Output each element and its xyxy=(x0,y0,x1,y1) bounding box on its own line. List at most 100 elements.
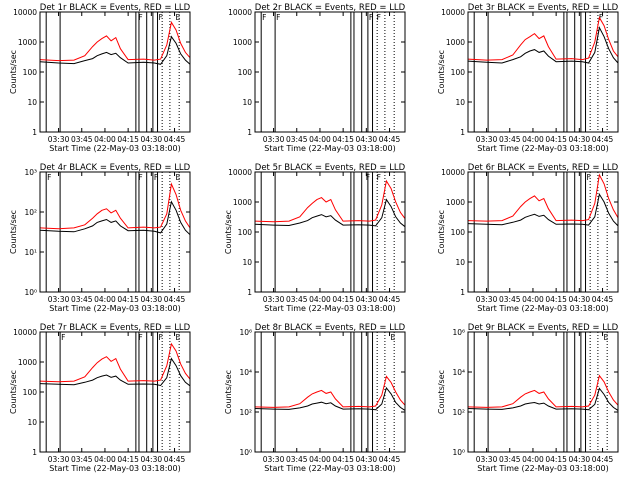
plot-title: Det 8r BLACK = Events, RED = LLD xyxy=(255,323,406,333)
x-tick-label: 04:30 xyxy=(356,135,378,144)
x-tick-label: 04:00 xyxy=(94,295,116,304)
flag-label: E xyxy=(391,333,396,342)
x-tick-label: 04:45 xyxy=(592,135,614,144)
x-axis-label: Start Time (22-May-03 03:18:00) xyxy=(477,304,608,313)
flag-label: E xyxy=(176,173,181,182)
x-tick-label: 03:45 xyxy=(71,135,93,144)
y-axis-label: Counts/sec xyxy=(9,50,18,94)
x-tick-label: 03:30 xyxy=(476,135,498,144)
x-tick-label: 03:45 xyxy=(286,135,308,144)
x-tick-label: 03:30 xyxy=(263,455,285,464)
y-tick-label: 100 xyxy=(23,388,38,397)
x-axis-label: Start Time (22-May-03 03:18:00) xyxy=(264,144,395,153)
y-tick-label: 10¹ xyxy=(24,248,37,257)
y-tick-label: 10 xyxy=(242,258,252,267)
x-axis-label: Start Time (22-May-03 03:18:00) xyxy=(477,144,608,153)
x-tick-label: 03:30 xyxy=(476,455,498,464)
x-tick-label: 03:45 xyxy=(286,295,308,304)
y-tick-label: 1 xyxy=(32,448,37,457)
x-tick-label: 03:45 xyxy=(499,295,521,304)
x-tick-label: 04:00 xyxy=(94,135,116,144)
y-tick-label: 100 xyxy=(23,68,38,77)
x-tick-label: 04:15 xyxy=(332,135,354,144)
flag-label: F xyxy=(377,173,381,182)
flag-label: F xyxy=(366,173,370,182)
x-tick-label: 04:45 xyxy=(164,455,186,464)
series-line xyxy=(39,35,191,65)
x-tick-label: 04:15 xyxy=(332,455,354,464)
x-tick-label: 04:00 xyxy=(522,135,544,144)
flag-label: F xyxy=(276,13,280,22)
y-tick-label: 1 xyxy=(32,128,37,137)
x-tick-label: 03:45 xyxy=(71,295,93,304)
y-tick-label: 10 xyxy=(455,258,465,267)
y-tick-label: 1 xyxy=(247,288,252,297)
x-tick-label: 04:00 xyxy=(522,455,544,464)
y-tick-label: 1000 xyxy=(233,198,252,207)
flag-label: F xyxy=(377,13,381,22)
plot-title: Det 3r BLACK = Events, RED = LLD xyxy=(468,3,619,13)
flag-label: E xyxy=(176,13,181,22)
y-tick-label: 10² xyxy=(24,208,37,217)
flag-label: F xyxy=(61,333,65,342)
x-tick-label: 03:30 xyxy=(263,295,285,304)
x-tick-label: 03:30 xyxy=(48,455,70,464)
series-line xyxy=(467,192,619,227)
y-tick-label: 10⁴ xyxy=(452,368,465,377)
flag-label: F xyxy=(47,173,51,182)
panel-6: F 1 10 100 1000 10000 03:30 03:45 04:00 04:15 04:3… xyxy=(437,163,619,313)
x-tick-label: 04:30 xyxy=(356,455,378,464)
x-tick-label: 03:30 xyxy=(476,295,498,304)
series-line xyxy=(254,386,406,411)
x-tick-label: 03:30 xyxy=(263,135,285,144)
y-tick-label: 10000 xyxy=(441,168,465,177)
x-tick-label: 04:00 xyxy=(309,455,331,464)
plot-frame xyxy=(254,331,406,453)
flag-label: F xyxy=(159,13,163,22)
y-tick-label: 10⁴ xyxy=(239,368,252,377)
x-tick-label: 04:30 xyxy=(569,295,591,304)
y-axis-label: Counts/sec xyxy=(9,370,18,414)
series-line xyxy=(39,342,191,383)
y-axis-label: Counts/sec xyxy=(437,370,446,414)
flag-label: F xyxy=(138,13,142,22)
flag-label: F xyxy=(262,13,266,22)
x-tick-label: 04:30 xyxy=(141,135,163,144)
x-tick-label: 03:30 xyxy=(48,295,70,304)
x-axis-label: Start Time (22-May-03 03:18:00) xyxy=(264,304,395,313)
plot-title: Det 6r BLACK = Events, RED = LLD xyxy=(468,163,619,173)
x-tick-label: 04:00 xyxy=(522,295,544,304)
x-tick-label: 04:45 xyxy=(164,295,186,304)
x-tick-label: 04:15 xyxy=(117,295,139,304)
flag-label: F xyxy=(159,333,163,342)
y-axis-label: Counts/sec xyxy=(437,210,446,254)
x-tick-label: 03:45 xyxy=(499,135,521,144)
flag-label: F xyxy=(587,173,591,182)
plot-title: Det 9r BLACK = Events, RED = LLD xyxy=(468,323,619,333)
y-tick-label: 10 xyxy=(455,98,465,107)
flag-label: E xyxy=(176,333,181,342)
flag-label: E xyxy=(604,333,609,342)
plot-title: Det 5r BLACK = Events, RED = LLD xyxy=(255,163,406,173)
x-tick-label: 04:45 xyxy=(592,295,614,304)
series-line xyxy=(467,16,619,61)
x-tick-label: 04:30 xyxy=(141,295,163,304)
y-tick-label: 100 xyxy=(451,228,466,237)
x-tick-label: 04:30 xyxy=(569,455,591,464)
y-tick-label: 10000 xyxy=(228,8,252,17)
y-tick-label: 10000 xyxy=(13,8,37,17)
y-tick-label: 1 xyxy=(460,288,465,297)
y-tick-label: 1000 xyxy=(18,358,37,367)
y-tick-label: 10⁰ xyxy=(24,288,37,297)
y-tick-label: 10 xyxy=(242,98,252,107)
plot-frame xyxy=(467,331,619,453)
series-line xyxy=(39,200,191,236)
panel-8: E 10⁰ 10² 10⁴ 10⁶ 03:30 03:45 04:00 04:15 04:30 04… xyxy=(224,323,406,473)
plot-title: Det 1r BLACK = Events, RED = LLD xyxy=(40,3,191,13)
series-line xyxy=(467,387,619,411)
